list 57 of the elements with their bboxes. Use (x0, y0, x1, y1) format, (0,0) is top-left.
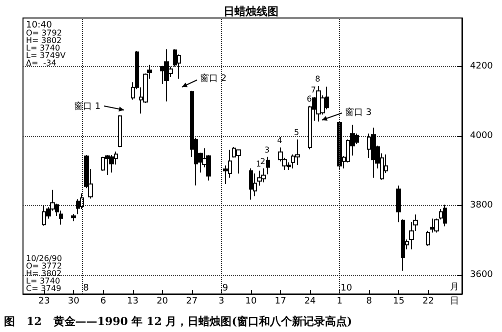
x-tick-label: 17 (274, 296, 286, 306)
candlestick (261, 168, 266, 183)
x-tick-label: 24 (304, 296, 316, 306)
candlestick (316, 86, 321, 122)
annotation: 窗口 2 (200, 73, 227, 84)
y-tick-label: 4000 (470, 131, 494, 142)
candlestick (249, 168, 253, 200)
annotation: 10/26/90 O= 3772 H= 3802 L= 3740 C= 3749 (26, 254, 62, 293)
x-tick-label: 22 (422, 296, 434, 306)
candlestick (109, 154, 114, 173)
chart-title: 日蜡烛线图 (224, 5, 278, 18)
candlestick (105, 154, 110, 176)
x-tick-label: 6 (100, 296, 106, 306)
annotation: 窗口 1 (74, 101, 101, 112)
candlestick (71, 214, 76, 222)
ref-line-label: 10 (340, 284, 352, 294)
x-tick-label: 15 (392, 296, 404, 306)
x-tick-label: 30 (68, 296, 80, 306)
annotation: 5 (294, 128, 300, 138)
x-tick-label: 27 (186, 296, 198, 306)
annotation: 月 (450, 282, 459, 292)
y-tick-label: 4200 (470, 62, 494, 72)
y-tick-label: 3600 (470, 270, 494, 280)
x-tick-label: 13 (127, 296, 138, 306)
ref-line-label: 9 (222, 284, 228, 294)
annotation: 窗口 3 (345, 107, 372, 118)
candlestick (295, 139, 300, 166)
candlestick (164, 48, 169, 102)
candlestick (443, 204, 447, 227)
annotation: 2 (260, 156, 266, 166)
x-tick-label: 8 (366, 296, 372, 306)
ref-line-label: 8 (83, 284, 90, 294)
candlestick (266, 156, 270, 175)
annotation: 10:40 (26, 20, 52, 30)
annotation: 1 (256, 159, 262, 168)
annotation: 6 (306, 94, 312, 104)
annotation: 3 (264, 145, 270, 154)
annotation: 8 (315, 74, 320, 84)
x-tick-label: 23 (38, 296, 50, 306)
candlestick (118, 114, 122, 148)
candlestick (430, 218, 435, 234)
annotation: 4 (277, 136, 282, 145)
annotation: 7 (310, 86, 316, 95)
candlestick (371, 127, 376, 178)
x-tick-label: 1 (336, 296, 342, 306)
candlestick (257, 170, 262, 186)
candlestick (426, 230, 430, 246)
text: 日 (450, 296, 459, 306)
candlestick (401, 218, 405, 272)
caption: 图 12 黄金——1990 年 12 月，日蜡烛图(窗口和八个新记录高点) (4, 315, 352, 328)
x-tick-label: 10 (245, 296, 257, 306)
candlestick (396, 185, 401, 223)
x-tick-label: 3 (218, 296, 224, 306)
annotation: O= 3792 H= 3802 L= 3740 L= 3749V Δ= -34 (26, 28, 66, 68)
x-tick-label: 20 (156, 296, 168, 306)
y-tick-label: 3800 (470, 200, 494, 210)
candlestick (236, 149, 241, 174)
